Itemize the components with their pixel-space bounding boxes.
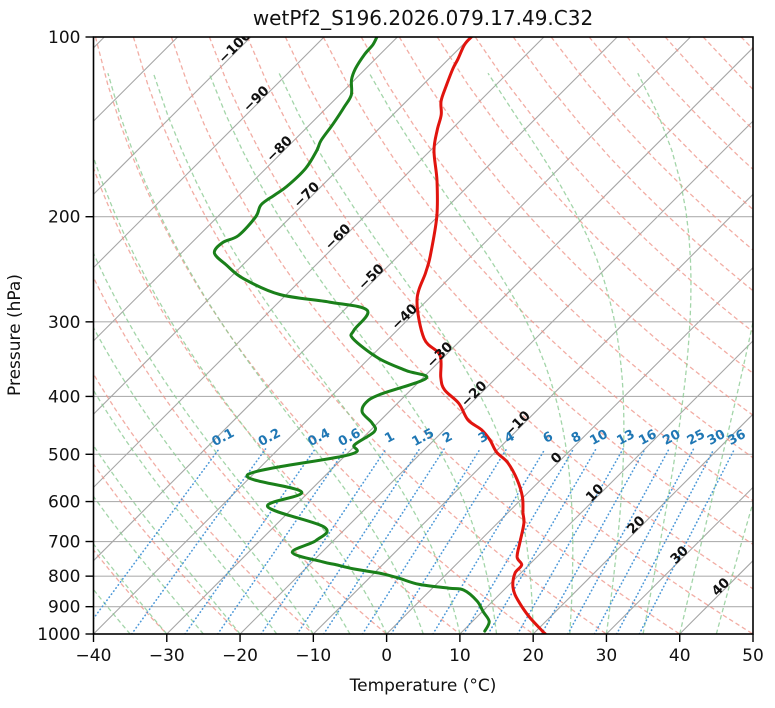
- x-axis-label: Temperature (°C): [349, 676, 497, 696]
- svg-text:20: 20: [624, 513, 649, 538]
- svg-text:8: 8: [569, 429, 584, 446]
- y-axis-label: Pressure (hPa): [5, 274, 25, 396]
- mixing-ratio-lines: [93, 448, 736, 634]
- svg-text:−30: −30: [149, 646, 185, 666]
- svg-text:−90: −90: [240, 83, 273, 116]
- svg-text:−60: −60: [322, 221, 355, 254]
- svg-text:25: 25: [685, 427, 708, 449]
- pressure-gridlines: [93, 37, 753, 634]
- svg-text:6: 6: [541, 429, 556, 446]
- svg-text:0.6: 0.6: [336, 426, 363, 450]
- svg-text:400: 400: [48, 387, 80, 407]
- svg-text:0.1: 0.1: [210, 426, 237, 450]
- svg-text:13: 13: [614, 427, 637, 449]
- axis-ticks: −40 −30 −20 −10 0 10 20 30 40 5010020030040050060…: [37, 28, 764, 666]
- isotherm-lines: [93, 37, 753, 634]
- svg-text:0.4: 0.4: [305, 426, 332, 450]
- svg-text:−50: −50: [355, 261, 388, 294]
- svg-text:700: 700: [48, 533, 80, 553]
- dry-adiabat-lines: [93, 37, 753, 634]
- svg-text:0: 0: [381, 646, 392, 666]
- svg-text:50: 50: [742, 646, 764, 666]
- svg-text:40: 40: [669, 646, 691, 666]
- svg-text:2: 2: [440, 429, 455, 446]
- svg-text:200: 200: [48, 208, 80, 228]
- svg-text:−80: −80: [263, 133, 296, 166]
- temperature-profile-line: [415, 37, 547, 634]
- sounding-profiles: [212, 37, 547, 634]
- svg-text:−70: −70: [291, 179, 324, 212]
- svg-text:30: 30: [596, 646, 618, 666]
- svg-text:900: 900: [48, 598, 80, 618]
- svg-text:−20: −20: [222, 646, 258, 666]
- svg-text:500: 500: [48, 445, 80, 465]
- svg-text:−10: −10: [295, 646, 331, 666]
- svg-text:−40: −40: [76, 646, 112, 666]
- plot-border: [92, 36, 754, 635]
- svg-text:36: 36: [725, 427, 748, 449]
- svg-text:10: 10: [449, 646, 471, 666]
- svg-text:800: 800: [48, 567, 80, 587]
- svg-text:30: 30: [705, 427, 728, 449]
- svg-text:0.2: 0.2: [256, 426, 283, 450]
- svg-text:100: 100: [48, 28, 80, 48]
- svg-text:1000: 1000: [37, 625, 80, 645]
- dewpoint-profile-line: [212, 37, 491, 633]
- moist-adiabat-lines: [93, 72, 753, 634]
- svg-text:30: 30: [667, 543, 692, 568]
- svg-text:40: 40: [709, 575, 734, 600]
- svg-text:1.5: 1.5: [410, 426, 437, 450]
- svg-text:20: 20: [522, 646, 544, 666]
- svg-text:−100: −100: [215, 28, 254, 67]
- svg-text:300: 300: [48, 313, 80, 333]
- svg-text:600: 600: [48, 493, 80, 513]
- svg-text:1: 1: [382, 429, 397, 446]
- svg-text:0: 0: [548, 449, 566, 467]
- chart-title: wetPf2_S196.2026.079.17.49.C32: [253, 6, 593, 30]
